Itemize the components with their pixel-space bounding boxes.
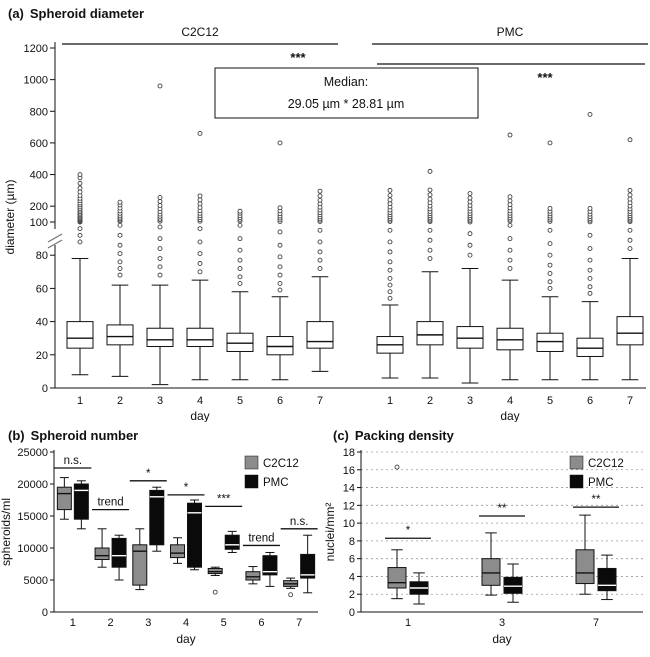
svg-text:day: day [190,409,209,422]
svg-text:10000: 10000 [17,543,48,555]
svg-text:6: 6 [587,395,593,407]
svg-text:600: 600 [30,138,48,150]
panel-c-title: Packing density [354,428,454,443]
svg-text:*: * [146,468,151,480]
svg-text:1: 1 [77,395,83,407]
svg-text:6: 6 [258,617,264,629]
svg-text:2: 2 [117,395,123,407]
svg-text:18: 18 [343,447,355,459]
svg-text:100: 100 [30,217,48,229]
svg-text:*: * [406,525,411,537]
svg-text:7: 7 [317,395,323,407]
svg-text:1: 1 [70,617,76,629]
panel-a: (a) Spheroid diameter 0 20 40 60 80 100 200 400 6… [0,0,650,422]
svg-text:0: 0 [42,607,48,619]
svg-text:16: 16 [343,465,355,477]
svg-text:14: 14 [343,483,355,495]
svg-text:60: 60 [36,283,48,295]
svg-text:2: 2 [427,395,433,407]
svg-text:8: 8 [349,536,355,548]
svg-text:diameter (µm): diameter (µm) [3,180,17,255]
svg-text:4: 4 [507,395,513,407]
panel-b-header: (b) Spheroid number [0,422,325,444]
svg-text:trend: trend [97,497,123,509]
svg-text:PMC: PMC [497,25,524,39]
svg-text:C2C12: C2C12 [181,25,219,39]
svg-text:15000: 15000 [17,511,48,523]
svg-text:6: 6 [277,395,283,407]
svg-text:day: day [492,632,511,646]
svg-text:1: 1 [387,395,393,407]
svg-text:**: ** [498,503,507,515]
spheroid-diameter-chart: 0 20 40 60 80 100 200 400 600 800 1000 1200 diameter… [3,25,648,422]
svg-text:n.s.: n.s. [64,455,83,467]
svg-text:200: 200 [30,201,48,213]
panel-b: (b) Spheroid number 0 5000 10000 15000 20000 2… [0,422,325,657]
svg-text:3: 3 [157,395,163,407]
svg-text:80: 80 [36,250,48,262]
svg-text:3: 3 [499,617,505,629]
svg-text:*: * [184,482,189,494]
svg-text:PMC: PMC [588,477,614,489]
svg-text:3: 3 [145,617,151,629]
svg-text:spheroids/ml: spheroids/ml [0,498,13,566]
svg-text:3: 3 [467,395,473,407]
svg-text:400: 400 [30,170,48,182]
svg-text:day: day [176,632,195,646]
svg-text:800: 800 [30,106,48,118]
svg-text:***: *** [537,70,553,85]
svg-text:7: 7 [593,617,599,629]
svg-text:6: 6 [349,554,355,566]
svg-text:20000: 20000 [17,479,48,491]
svg-text:7: 7 [296,617,302,629]
svg-text:1200: 1200 [24,43,48,55]
svg-text:5: 5 [237,395,243,407]
panel-a-title: Spheroid diameter [29,6,145,21]
svg-text:5: 5 [221,617,227,629]
panel-b-label: (b) [8,428,25,443]
panel-c: (c) Packing density 0 2 4 6 8 10 12 14 16 18 nuclei… [325,422,650,657]
svg-text:20: 20 [36,350,48,362]
svg-text:7: 7 [627,395,633,407]
svg-text:**: ** [592,494,601,506]
svg-text:40: 40 [36,317,48,329]
svg-text:2: 2 [108,617,114,629]
svg-text:1: 1 [405,617,411,629]
bottom-row: (b) Spheroid number 0 5000 10000 15000 20000 2… [0,422,650,657]
svg-text:Median:: Median: [324,75,368,89]
svg-text:4: 4 [349,571,355,583]
panel-c-label: (c) [333,428,349,443]
spheroid-number-chart: 0 5000 10000 15000 20000 25000 spheroids/ml 1 2 3… [0,447,318,646]
svg-text:C2C12: C2C12 [588,458,624,470]
svg-text:5000: 5000 [24,575,48,587]
svg-text:12: 12 [343,500,355,512]
svg-text:nuclei/mm²: nuclei/mm² [325,503,337,562]
svg-text:PMC: PMC [263,477,289,489]
svg-text:10: 10 [343,518,355,530]
panel-a-label: (a) [8,6,24,21]
svg-text:2: 2 [349,589,355,601]
svg-text:0: 0 [42,383,48,395]
svg-text:***: *** [217,493,231,505]
svg-text:trend: trend [248,532,274,544]
svg-text:25000: 25000 [17,447,48,459]
svg-text:C2C12: C2C12 [263,458,299,470]
svg-text:0: 0 [349,607,355,619]
panel-c-header: (c) Packing density [325,422,650,444]
svg-text:day: day [500,409,519,422]
svg-text:4: 4 [197,395,203,407]
svg-text:4: 4 [183,617,189,629]
svg-text:29.05 µm * 28.81 µm: 29.05 µm * 28.81 µm [288,97,405,111]
svg-text:1000: 1000 [24,75,48,87]
svg-text:5: 5 [547,395,553,407]
svg-text:***: *** [290,50,306,65]
panel-b-title: Spheroid number [30,428,139,443]
panel-a-header: (a) Spheroid diameter [0,0,650,22]
svg-text:n.s.: n.s. [290,516,309,528]
